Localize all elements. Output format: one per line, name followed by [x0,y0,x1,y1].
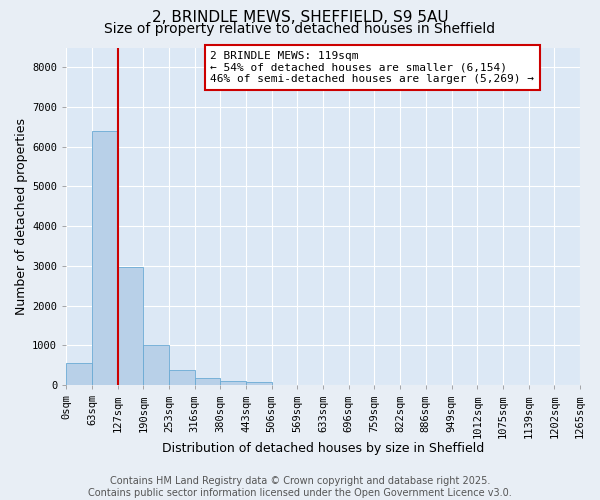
Bar [169,370,194,385]
Bar [194,378,220,385]
Text: 2, BRINDLE MEWS, SHEFFIELD, S9 5AU: 2, BRINDLE MEWS, SHEFFIELD, S9 5AU [152,10,448,25]
Bar [92,131,118,385]
Bar [220,380,246,385]
Bar [66,363,92,385]
Text: Contains HM Land Registry data © Crown copyright and database right 2025.
Contai: Contains HM Land Registry data © Crown c… [88,476,512,498]
Bar [143,346,169,385]
Text: 2 BRINDLE MEWS: 119sqm
← 54% of detached houses are smaller (6,154)
46% of semi-: 2 BRINDLE MEWS: 119sqm ← 54% of detached… [210,51,534,84]
X-axis label: Distribution of detached houses by size in Sheffield: Distribution of detached houses by size … [162,442,484,455]
Bar [118,266,143,385]
Bar [246,382,272,385]
Y-axis label: Number of detached properties: Number of detached properties [15,118,28,315]
Text: Size of property relative to detached houses in Sheffield: Size of property relative to detached ho… [104,22,496,36]
